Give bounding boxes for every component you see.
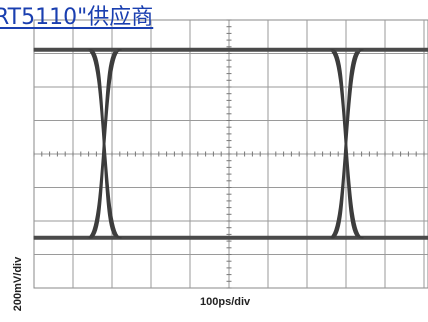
banner-link[interactable]: 4RT5110"供应商 xyxy=(0,0,214,37)
y-axis-label: 200mV/div xyxy=(12,256,24,312)
falling-edge xyxy=(332,49,364,239)
banner-text[interactable]: 4RT5110"供应商 xyxy=(0,5,154,30)
falling-edge xyxy=(90,49,122,239)
eye-traces xyxy=(33,47,428,240)
x-axis-label: 100ps/div xyxy=(200,296,251,308)
